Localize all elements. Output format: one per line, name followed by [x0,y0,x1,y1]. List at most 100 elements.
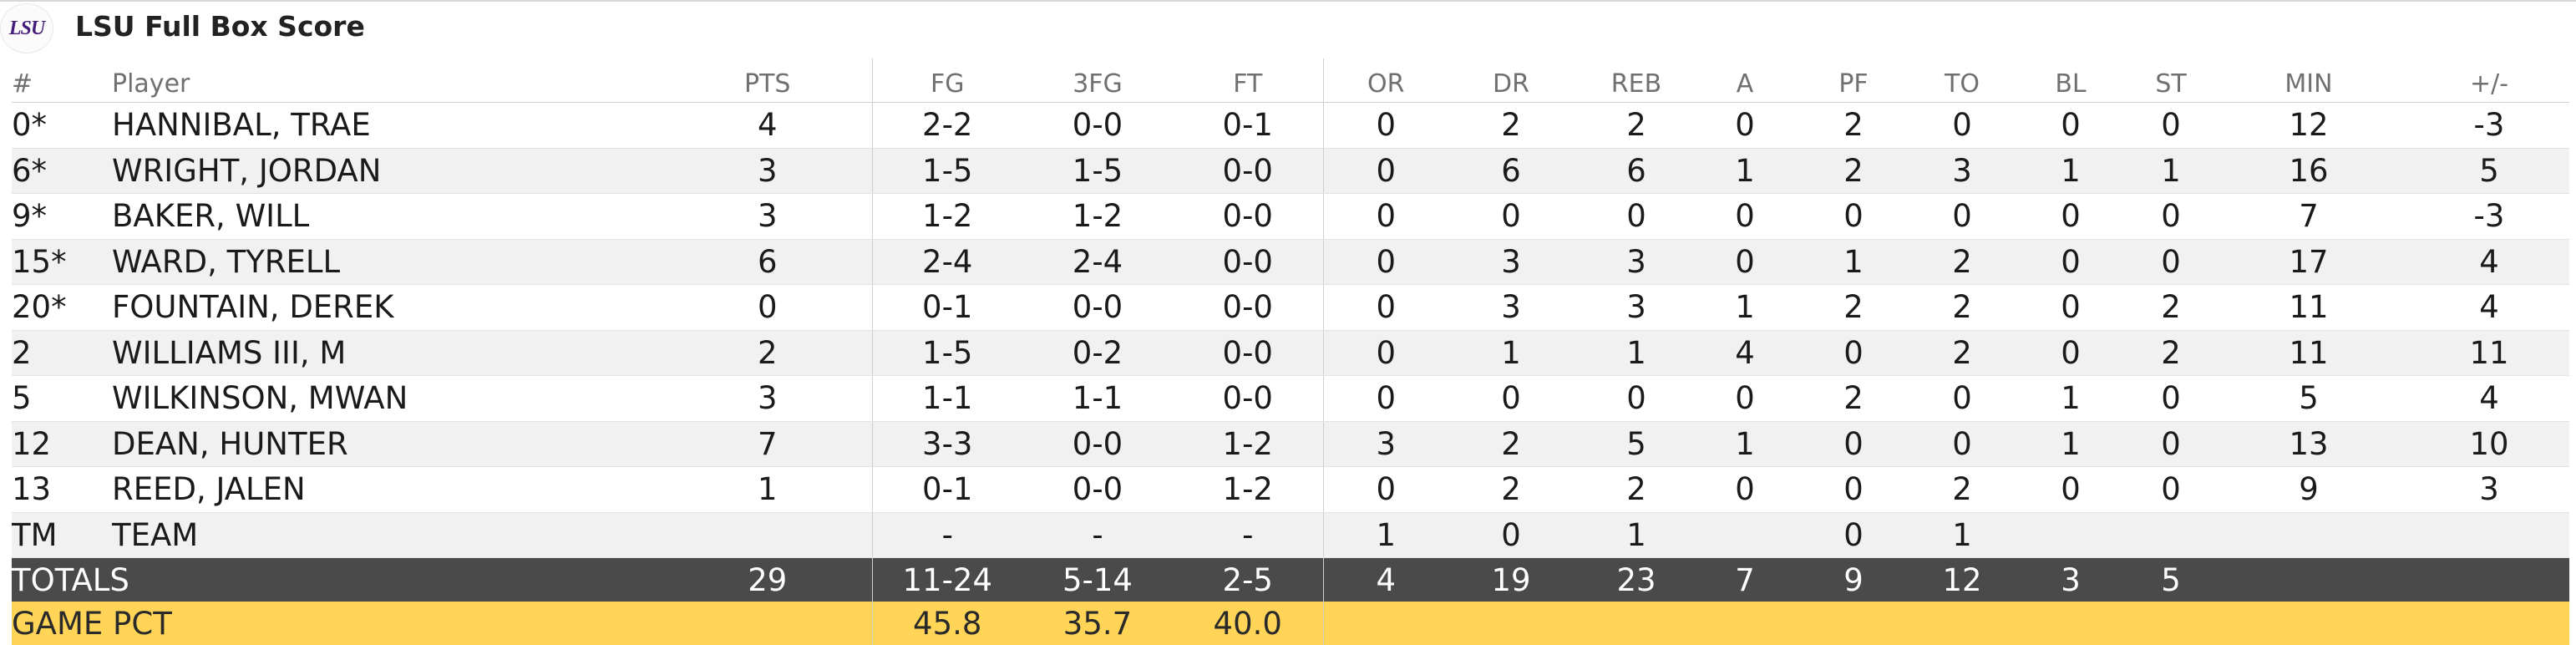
col-header-plus-minus[interactable]: +/- [2409,58,2569,103]
cell-st: 0 [2133,193,2208,240]
player-rows: 0* HANNIBAL, TRAE 4 2-2 0-0 0-1 0 2 2 0 2 0 0 0 12 -3 6*… [12,102,2569,558]
col-header-or[interactable]: OR [1322,58,1448,103]
cell-pf: 0 [1791,466,1916,513]
cell-reb: 2 [1574,102,1699,149]
cell-pts: 7 [663,421,872,467]
cell-a: 1 [1699,148,1791,194]
cell-ft: 0-0 [1173,375,1323,422]
cell-reb: 5 [1574,421,1699,467]
cell-plus-minus: -3 [2409,102,2569,149]
cell-3fg: 1-2 [1022,193,1173,240]
cell-fg: 3-3 [871,421,1022,467]
table-row[interactable]: 15* WARD, TYRELL 6 2-4 2-4 0-0 0 3 3 0 1 2 0 0 17 4 [12,239,2569,285]
cell-ft: - [1173,512,1323,558]
col-header-pf[interactable]: PF [1791,58,1916,103]
cell-or: 0 [1322,330,1448,376]
cell-3fg: - [1022,512,1173,558]
cell-a: 0 [1699,466,1791,513]
cell-ft: 0-0 [1173,148,1323,194]
cell-player: BAKER, WILL [112,193,663,240]
cell-bl: 0 [2008,193,2133,240]
col-header-player[interactable]: Player [112,58,663,103]
cell-to: 3 [1916,148,2008,194]
cell-number: 15* [12,239,112,285]
totals-ft: 2-5 [1173,557,1323,602]
game-pct-empty [1322,602,2569,645]
cell-pf: 0 [1791,330,1916,376]
cell-reb: 1 [1574,512,1699,558]
table-row[interactable]: 5 WILKINSON, MWAN 3 1-1 1-1 0-0 0 0 0 0 2 0 1 0 5 4 [12,375,2569,422]
cell-or: 0 [1322,284,1448,331]
cell-3fg: 1-1 [1022,375,1173,422]
col-header-bl[interactable]: BL [2008,58,2133,103]
col-header-st[interactable]: ST [2133,58,2208,103]
cell-st: 0 [2133,466,2208,513]
totals-row: TOTALS 29 11-24 5-14 2-5 4 19 23 7 9 12 … [12,557,2569,602]
col-header-reb[interactable]: REB [1574,58,1699,103]
cell-fg: 1-1 [871,375,1022,422]
table-row[interactable]: 20* FOUNTAIN, DEREK 0 0-1 0-0 0-0 0 3 3 1 2 2 0 2 11 4 [12,284,2569,331]
table-row[interactable]: 13 REED, JALEN 1 0-1 0-0 1-2 0 2 2 0 0 2 0 0 9 3 [12,466,2569,513]
game-pct-ft: 40.0 [1173,602,1323,645]
cell-bl: 1 [2008,148,2133,194]
cell-or: 0 [1322,193,1448,240]
cell-pts: 3 [663,375,872,422]
page-title: LSU Full Box Score [75,10,365,43]
totals-st: 5 [2133,557,2208,602]
cell-player: HANNIBAL, TRAE [112,102,663,149]
cell-bl: 0 [2008,330,2133,376]
cell-player: WARD, TYRELL [112,239,663,285]
col-header-number[interactable]: # [12,58,112,103]
cell-min: 5 [2208,375,2409,422]
cell-fg: 1-2 [871,193,1022,240]
cell-3fg: 2-4 [1022,239,1173,285]
col-header-fg[interactable]: FG [871,58,1022,103]
cell-dr: 0 [1448,512,1574,558]
lsu-logo: LSU [0,3,53,53]
cell-plus-minus: 4 [2409,239,2569,285]
cell-pf: 0 [1791,193,1916,240]
cell-plus-minus [2409,512,2569,558]
cell-to: 2 [1916,330,2008,376]
cell-reb: 0 [1574,193,1699,240]
col-header-min[interactable]: MIN [2208,58,2409,103]
table-row[interactable]: 6* WRIGHT, JORDAN 3 1-5 1-5 0-0 0 6 6 1 2 3 1 1 16 5 [12,148,2569,194]
col-header-to[interactable]: TO [1916,58,2008,103]
col-header-pts[interactable]: PTS [663,58,872,103]
col-header-ft[interactable]: FT [1173,58,1323,103]
cell-plus-minus: 4 [2409,375,2569,422]
cell-dr: 0 [1448,193,1574,240]
cell-pf: 2 [1791,102,1916,149]
col-header-dr[interactable]: DR [1448,58,1574,103]
cell-pts: 3 [663,148,872,194]
game-pct-fg: 45.8 [871,602,1022,645]
cell-pts: 3 [663,193,872,240]
totals-a: 7 [1699,557,1791,602]
cell-plus-minus: 5 [2409,148,2569,194]
cell-ft: 0-0 [1173,239,1323,285]
cell-pts: 1 [663,466,872,513]
totals-plus-minus [2409,557,2569,602]
cell-to: 0 [1916,375,2008,422]
table-row[interactable]: 0* HANNIBAL, TRAE 4 2-2 0-0 0-1 0 2 2 0 2 0 0 0 12 -3 [12,102,2569,149]
cell-st: 0 [2133,102,2208,149]
table-row[interactable]: TM TEAM - - -1 0 1 0 1 [12,512,2569,558]
totals-min [2208,557,2409,602]
table-row[interactable]: 9* BAKER, WILL 3 1-2 1-2 0-0 0 0 0 0 0 0 0 0 7 -3 [12,193,2569,240]
totals-reb: 23 [1574,557,1699,602]
table-row[interactable]: 12 DEAN, HUNTER 7 3-3 0-0 1-2 3 2 5 1 0 0 1 0 13 10 [12,421,2569,467]
totals-or: 4 [1322,557,1448,602]
cell-fg: 0-1 [871,284,1022,331]
cell-3fg: 1-5 [1022,148,1173,194]
cell-number: 9* [12,193,112,240]
cell-bl: 0 [2008,284,2133,331]
cell-number: 13 [12,466,112,513]
cell-to: 0 [1916,102,2008,149]
col-header-a[interactable]: A [1699,58,1791,103]
table-row[interactable]: 2 WILLIAMS III, M 2 1-5 0-2 0-0 0 1 1 4 0 2 0 2 11 11 [12,330,2569,376]
cell-st: 0 [2133,421,2208,467]
col-header-3fg[interactable]: 3FG [1022,58,1173,103]
cell-st: 1 [2133,148,2208,194]
cell-player: FOUNTAIN, DEREK [112,284,663,331]
cell-or: 0 [1322,102,1448,149]
